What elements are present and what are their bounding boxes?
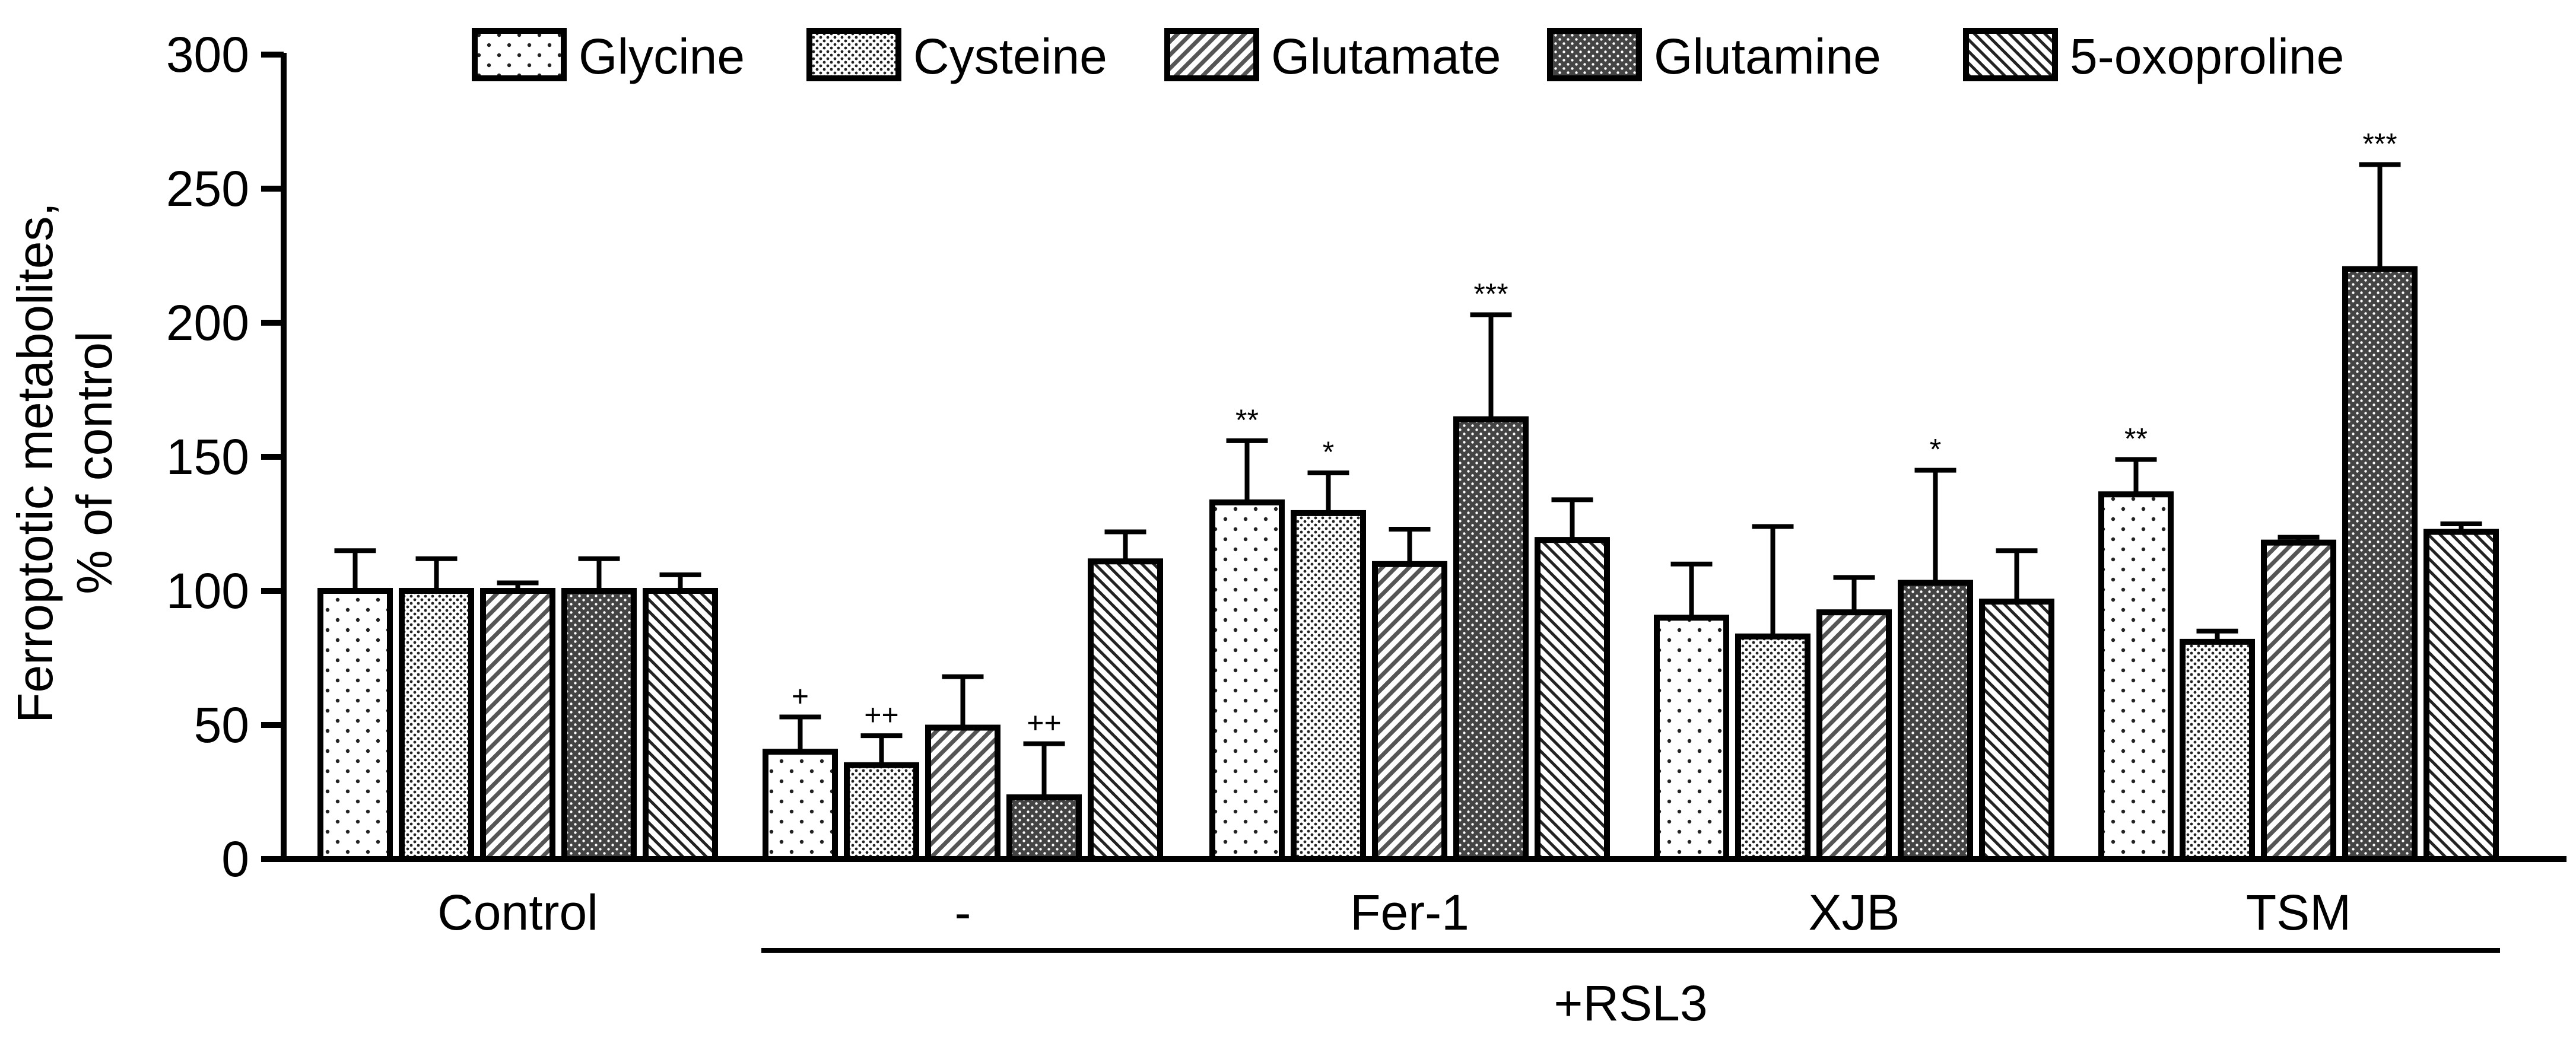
significance-label: * xyxy=(1323,435,1334,469)
bar-glutamate xyxy=(1372,561,1447,862)
bar-5-oxoproline xyxy=(1535,537,1610,862)
significance-label: ** xyxy=(2124,422,2148,456)
y-axis-title: Ferroptotic metabolites, % of control xyxy=(7,202,122,723)
y-tick-label: 0 xyxy=(221,831,249,887)
bar-glycine xyxy=(1654,615,1729,862)
bar-glutamine xyxy=(2342,266,2418,863)
bar-glutamate xyxy=(1816,609,1892,863)
bar-glutamate xyxy=(480,588,555,862)
bar-glutamine xyxy=(1453,416,1529,862)
bar-cysteine xyxy=(399,588,474,862)
y-axis-title-line-1: Ferroptotic metabolites, xyxy=(7,202,63,723)
category-label: - xyxy=(955,885,971,940)
y-tick-label: 150 xyxy=(166,429,249,485)
y-tick-label: 250 xyxy=(166,161,249,217)
y-tick-label: 100 xyxy=(166,563,249,619)
legend-swatch xyxy=(472,28,567,81)
legend-swatch xyxy=(1164,28,1259,81)
legend-label: Glutamine xyxy=(1654,28,1881,84)
bar-glutamine xyxy=(1006,794,1082,863)
y-axis-title-line-2: % of control xyxy=(66,331,122,594)
y-axis: 0 50 100 150 200 250 300 xyxy=(166,27,287,887)
bar-glutamate xyxy=(2261,539,2336,862)
legend-swatch xyxy=(806,28,901,81)
bar-glycine xyxy=(2098,491,2174,862)
category-label: XJB xyxy=(1808,885,1900,940)
y-tick-label: 200 xyxy=(166,295,249,351)
bar-5-oxoproline xyxy=(643,588,718,862)
legend: Glycine Cysteine Glutamate Glutamine 5-oxopr… xyxy=(472,28,2344,84)
bars-layer: +++ ++******* ***** xyxy=(317,127,2499,863)
category-label: Control xyxy=(437,885,598,940)
significance-label: ++ xyxy=(864,698,898,731)
legend-label: 5-oxoproline xyxy=(2070,28,2344,84)
y-tick-label: 300 xyxy=(166,27,249,82)
significance-label: ** xyxy=(1235,403,1259,437)
bar-glutamine xyxy=(1898,580,1973,862)
bar-glycine xyxy=(1209,499,1285,862)
bar-5-oxoproline xyxy=(1979,599,2054,863)
significance-label: *** xyxy=(1473,277,1508,310)
bar-cysteine xyxy=(2180,638,2255,862)
bar-cysteine xyxy=(844,762,919,863)
bar-glycine xyxy=(763,749,838,862)
bar-cysteine xyxy=(1291,510,1366,862)
legend-label: Glycine xyxy=(579,28,745,84)
significance-label: *** xyxy=(2362,127,2397,160)
significance-label: * xyxy=(1930,433,1941,466)
bar-glutamate xyxy=(925,724,1000,863)
legend-swatch xyxy=(1963,28,2058,81)
bar-glutamine xyxy=(561,588,637,862)
category-label: TSM xyxy=(2246,885,2351,940)
bar-5-oxoproline xyxy=(2423,529,2499,862)
bar-glycine xyxy=(317,588,393,862)
group-annotation-label: +RSL3 xyxy=(1554,975,1707,1031)
legend-label: Glutamate xyxy=(1271,28,1501,84)
legend-swatch xyxy=(1547,28,1642,81)
bar-5-oxoproline xyxy=(1088,558,1163,863)
significance-label: ++ xyxy=(1027,707,1061,740)
significance-label: + xyxy=(792,679,809,712)
group-annotation: +RSL3 xyxy=(761,948,2500,1031)
category-label: Fer-1 xyxy=(1350,885,1469,940)
category-labels: Control - Fer-1 XJB TSM xyxy=(437,885,2351,940)
legend-label: Cysteine xyxy=(913,28,1107,84)
bar-cysteine xyxy=(1735,633,1810,862)
y-tick-label: 50 xyxy=(194,697,249,753)
